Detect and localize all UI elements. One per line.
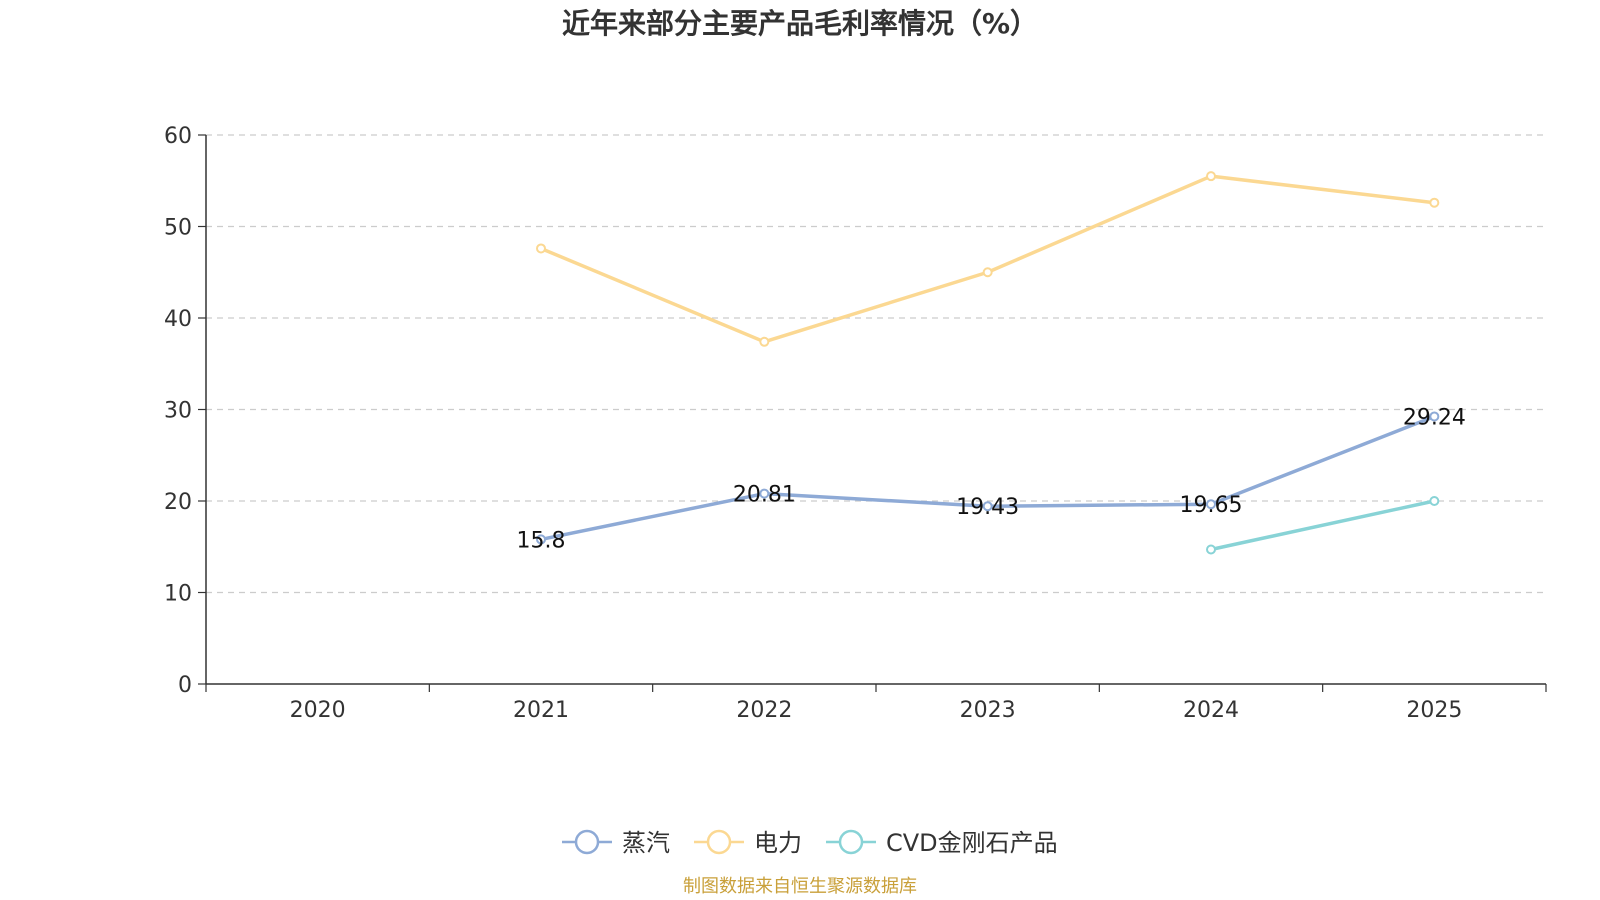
y-tick-label: 10 [164,582,192,607]
y-tick-label: 20 [164,490,192,515]
data-label: 20.81 [733,483,796,508]
y-tick-label: 0 [178,673,192,698]
legend-item[interactable]: 电力 [694,829,802,857]
axes: 0 10 20 30 40 50 60 2020 2021 2022 2023 2024 2025 [164,124,1547,723]
data-point [536,243,546,254]
data-point [759,336,770,347]
series-line [1209,499,1437,552]
data-point [1206,499,1216,510]
data-point [759,488,770,499]
chart-title: 近年来部分主要产品毛利率情况（%） [562,7,1038,40]
x-tick-label: 2023 [960,698,1016,723]
data-point [1206,544,1216,555]
y-tick-label: 30 [164,399,192,424]
data-point [1429,197,1440,208]
series-line [539,174,1437,344]
x-tick-label: 2024 [1183,698,1239,723]
data-point [1429,411,1440,422]
legend-label: CVD金刚石产品 [886,829,1058,857]
legend-marker [706,829,732,855]
source-note: 制图数据来自恒生聚源数据库 [683,876,917,897]
series [536,171,1440,555]
data-point [1206,171,1216,182]
y-tick-label: 40 [164,307,192,332]
y-tick-label: 50 [164,216,192,241]
data-point [536,534,546,545]
series-line [539,414,1437,542]
x-tick-label: 2020 [290,698,346,723]
data-point [982,267,993,278]
x-tick-label: 2021 [513,698,569,723]
legend[interactable]: 蒸汽 电力 CVD金刚石产品 [562,829,1058,857]
legend-label: 电力 [754,829,802,857]
legend-item[interactable]: 蒸汽 [562,829,670,857]
x-tick-label: 2022 [736,698,792,723]
x-tick-label: 2025 [1406,698,1462,723]
data-label: 29.24 [1403,405,1466,430]
legend-marker [574,829,600,855]
data-point [1429,496,1440,506]
y-tick-label: 60 [164,124,192,149]
data-label: 15.8 [517,528,566,553]
data-label: 19.65 [1180,493,1243,518]
data-labels: 15.8 20.81 19.43 19.65 29.24 [517,405,1466,553]
legend-label: 蒸汽 [622,829,670,857]
grid [206,134,1546,594]
legend-marker [838,829,864,855]
data-point [982,501,993,512]
data-label: 19.43 [956,495,1019,520]
legend-item[interactable]: CVD金刚石产品 [826,829,1058,857]
